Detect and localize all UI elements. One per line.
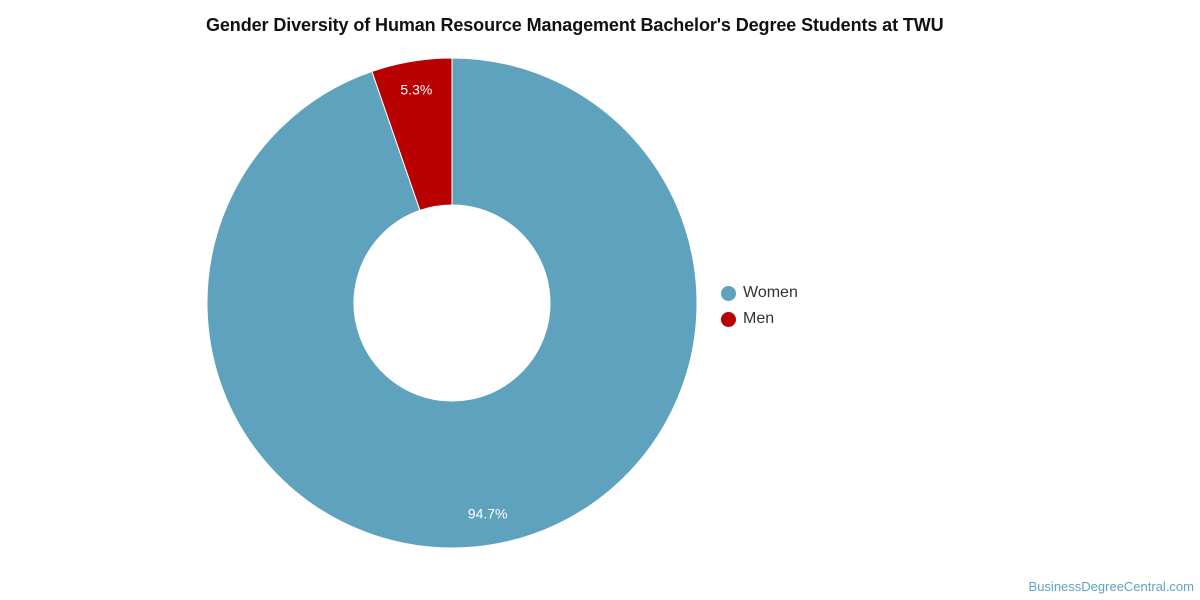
slice-men[interactable] (371, 57, 453, 212)
chart-title: Gender Diversity of Human Resource Manag… (206, 15, 944, 35)
data-label-women: 94.7% (468, 506, 508, 522)
slices-layer (206, 57, 698, 549)
legend: Women Men (721, 280, 798, 332)
data-labels-layer: 94.7% 5.3% (400, 82, 507, 522)
legend-item-women[interactable]: Women (721, 280, 798, 306)
legend-swatch-women (721, 285, 736, 301)
slice-women[interactable] (206, 57, 698, 549)
legend-swatch-men (721, 311, 736, 327)
legend-item-men[interactable]: Men (721, 306, 798, 332)
legend-label-women: Women (743, 284, 798, 301)
watermark[interactable]: BusinessDegreeCentral.com (1028, 579, 1194, 594)
legend-label-men: Men (743, 310, 775, 327)
data-label-men: 5.3% (400, 82, 432, 98)
